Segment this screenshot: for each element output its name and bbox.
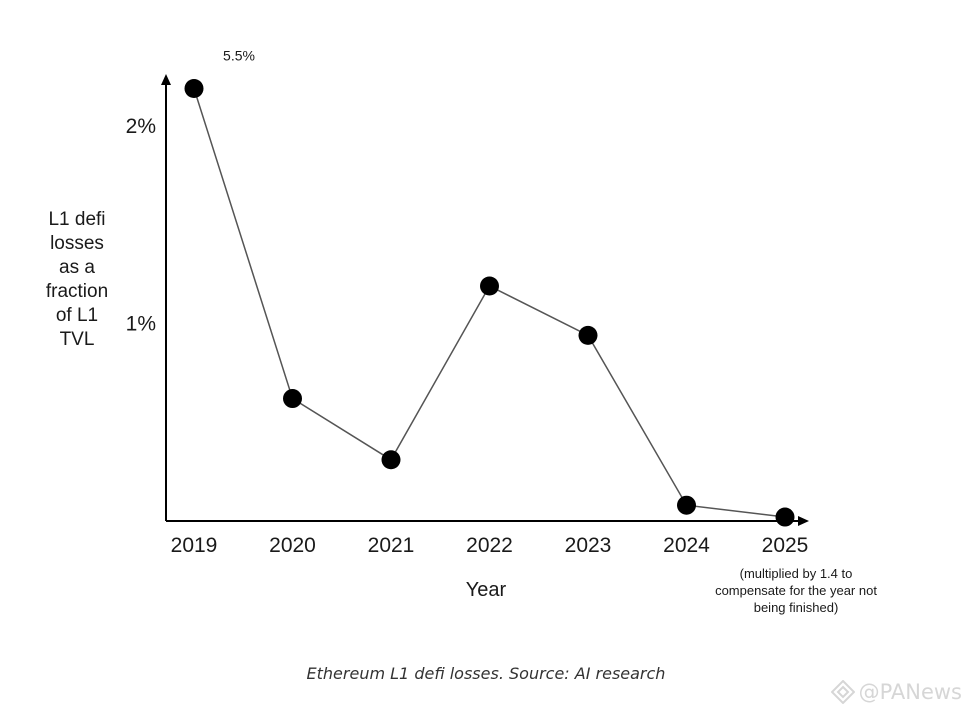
panews-logo-icon [830, 680, 855, 704]
y-axis-title-line: losses [50, 233, 104, 254]
data-point [775, 507, 795, 527]
data-point [578, 325, 598, 345]
y-axis-title-line: TVL [60, 329, 95, 350]
series [184, 78, 795, 527]
data-label: 5.5% [223, 47, 255, 63]
x-tick-label: 2019 [171, 534, 218, 557]
axes [161, 74, 809, 526]
y-axis-title-line: fraction [46, 281, 108, 302]
x-ticks: 2019 2020 2021 2022 2023 2024 2025 [171, 534, 809, 557]
x-note: (multiplied by 1.4 to compensate for the… [715, 566, 877, 615]
data-point [381, 450, 401, 470]
data-point [283, 389, 302, 409]
x-tick-label: 2022 [466, 534, 513, 557]
y-axis-title-line: as a [59, 257, 95, 278]
x-note-line: compensate for the year not [715, 583, 877, 598]
data-point [480, 276, 499, 296]
x-tick-label: 2023 [565, 534, 612, 557]
x-tick-label: 2021 [368, 534, 415, 557]
watermark-text: @PANews [858, 680, 962, 704]
figure-caption: Ethereum L1 defi losses. Source: AI rese… [306, 664, 666, 683]
y-tick-label: 2% [126, 115, 156, 138]
x-tick-label: 2020 [269, 534, 316, 557]
y-axis-arrow [161, 74, 171, 85]
series-line [193, 88, 786, 518]
data-point [184, 78, 204, 98]
y-ticks: 1% 2% [126, 115, 156, 336]
y-tick-label: 1% [126, 313, 156, 336]
y-axis-title: L1 defi losses as a fraction of L1 TVL [46, 209, 108, 350]
watermark: @PANews [830, 680, 962, 704]
y-axis-title-line: of L1 [56, 305, 98, 326]
x-note-line: (multiplied by 1.4 to [740, 566, 853, 581]
data-point [677, 495, 696, 515]
x-axis-title: Year [466, 579, 507, 601]
x-note-line: being finished) [754, 600, 839, 615]
x-axis-arrow [798, 516, 809, 526]
y-axis-title-line: L1 defi [48, 209, 105, 230]
x-tick-label: 2024 [663, 534, 710, 557]
x-tick-label: 2025 [762, 534, 809, 557]
annotations: 5.5% [223, 47, 255, 63]
